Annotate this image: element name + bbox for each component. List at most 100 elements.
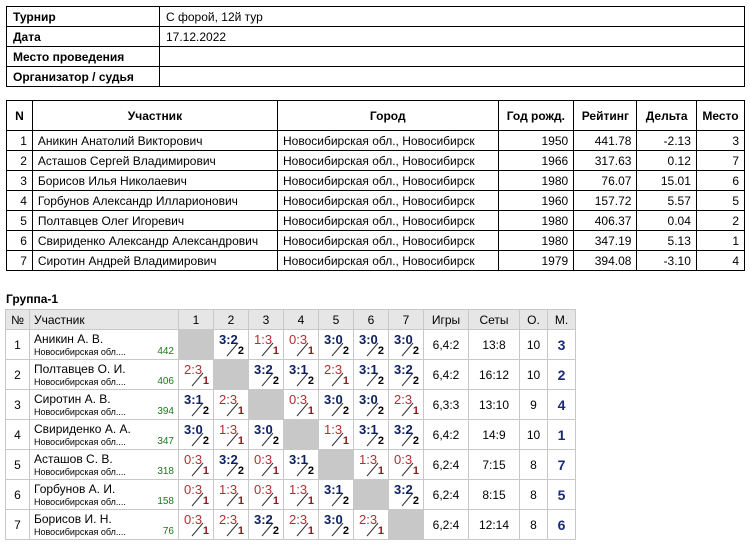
match-cell[interactable]: 0:3 1: [248, 479, 284, 510]
match-cell[interactable]: 0:3 1: [178, 479, 214, 510]
group-row: 5 Асташов С. В. Новосибирская обл.... 318 0:…: [5, 449, 576, 480]
group-header: Сеты: [468, 309, 520, 330]
match-points: 2: [377, 435, 384, 447]
participant-cell: Сиротин Андрей Владимирович: [31, 250, 278, 271]
match-points: 1: [412, 465, 419, 477]
match-cell[interactable]: 3:1 2: [178, 389, 214, 420]
group-header: 7: [388, 309, 424, 330]
match-score: 0:3: [254, 452, 273, 467]
match-cell[interactable]: 3:2 2: [213, 329, 249, 360]
info-key: Дата: [6, 26, 160, 47]
match-score: 3:1: [324, 482, 343, 497]
group-player: Сиротин А. В. Новосибирская обл.... 394: [29, 389, 179, 420]
match-score: 3:1: [359, 362, 378, 377]
group-title: Группа-1: [6, 292, 59, 306]
info-key: Место проведения: [6, 46, 160, 67]
match-score: 2:3: [394, 392, 413, 407]
sets-cell: 14:9: [468, 419, 520, 450]
match-cell[interactable]: 2:3 1: [353, 509, 389, 540]
match-cell[interactable]: 0:3 1: [178, 509, 214, 540]
diagonal-cell: [388, 509, 424, 540]
match-cell[interactable]: 3:2 2: [213, 449, 249, 480]
slash-divider: [261, 462, 274, 477]
match-cell[interactable]: 3:0 2: [178, 419, 214, 450]
match-score: 1:3: [289, 482, 308, 497]
sets-cell: 8:15: [468, 479, 520, 510]
match-cell[interactable]: 0:3 1: [388, 449, 424, 480]
participant-cell: 76.07: [573, 170, 638, 191]
match-cell[interactable]: 3:0 2: [353, 389, 389, 420]
match-cell[interactable]: 3:2 2: [248, 509, 284, 540]
match-cell[interactable]: 3:1 2: [283, 449, 319, 480]
match-cell[interactable]: 3:0 2: [318, 389, 354, 420]
points-cell: 9: [519, 389, 548, 420]
match-cell[interactable]: 3:2 2: [388, 419, 424, 450]
match-cell[interactable]: 3:0 2: [318, 329, 354, 360]
match-cell[interactable]: 1:3 1: [353, 449, 389, 480]
match-cell[interactable]: 3:0 2: [318, 509, 354, 540]
match-cell[interactable]: 2:3 1: [318, 359, 354, 390]
slash-divider: [331, 372, 344, 387]
group-player: Борисов И. Н. Новосибирская обл.... 76: [29, 509, 179, 540]
match-points: 1: [342, 435, 349, 447]
place-cell: 6: [547, 509, 576, 540]
diagonal-cell: [353, 479, 389, 510]
match-points: 2: [342, 525, 349, 537]
match-points: 2: [412, 435, 419, 447]
match-cell[interactable]: 3:0 2: [248, 419, 284, 450]
participant-cell: 7: [6, 250, 33, 271]
participant-row: 3 Борисов Илья Николаевич Новосибирская об…: [6, 170, 746, 191]
match-cell[interactable]: 0:3 1: [283, 329, 319, 360]
participants-header: Рейтинг: [573, 100, 638, 131]
match-cell[interactable]: 0:3 1: [178, 449, 214, 480]
participant-row: 4 Горбунов Александр Илларионович Новосиби…: [6, 190, 746, 211]
match-cell[interactable]: 2:3 1: [388, 389, 424, 420]
participant-cell: 1: [695, 230, 746, 251]
match-cell[interactable]: 1:3 1: [318, 419, 354, 450]
participant-row: 6 Свириденко Александр Александрович Новос…: [6, 230, 746, 251]
participant-cell: 0.04: [636, 210, 697, 231]
match-cell[interactable]: 2:3 1: [283, 509, 319, 540]
participant-cell: -2.13: [636, 130, 697, 151]
slash-divider: [401, 492, 414, 507]
match-cell[interactable]: 2:3 1: [213, 389, 249, 420]
info-row: Дата 17.12.2022: [6, 26, 745, 47]
place-cell: 7: [547, 449, 576, 480]
slash-divider: [331, 522, 344, 537]
player-city: Новосибирская обл....: [34, 347, 126, 357]
match-cell[interactable]: 3:0 2: [353, 329, 389, 360]
match-cell[interactable]: 0:3 1: [248, 449, 284, 480]
match-cell[interactable]: 2:3 1: [213, 509, 249, 540]
slash-divider: [366, 522, 379, 537]
match-cell[interactable]: 3:0 2: [388, 329, 424, 360]
player-name: Полтавцев О. И.: [34, 362, 126, 376]
group-player: Асташов С. В. Новосибирская обл.... 318: [29, 449, 179, 480]
match-cell[interactable]: 3:1 2: [353, 419, 389, 450]
match-cell[interactable]: 1:3 1: [213, 479, 249, 510]
match-cell[interactable]: 3:2 2: [388, 479, 424, 510]
match-cell[interactable]: 1:3 1: [283, 479, 319, 510]
match-points: 1: [237, 405, 244, 417]
match-cell[interactable]: 3:2 2: [248, 359, 284, 390]
match-cell[interactable]: 3:1 2: [283, 359, 319, 390]
slash-divider: [191, 432, 204, 447]
match-cell[interactable]: 2:3 1: [178, 359, 214, 390]
participant-cell: 5: [695, 190, 746, 211]
match-points: 2: [272, 525, 279, 537]
group-row-number: 3: [5, 389, 30, 420]
match-points: 2: [202, 435, 209, 447]
match-cell[interactable]: 3:1 2: [353, 359, 389, 390]
match-score: 3:2: [219, 452, 238, 467]
slash-divider: [296, 462, 309, 477]
participant-cell: 5: [6, 210, 33, 231]
match-points: 2: [377, 375, 384, 387]
group-header: 4: [283, 309, 319, 330]
match-cell[interactable]: 3:2 2: [388, 359, 424, 390]
match-cell[interactable]: 3:1 2: [318, 479, 354, 510]
group-header: 2: [213, 309, 249, 330]
match-cell[interactable]: 1:3 1: [248, 329, 284, 360]
match-cell[interactable]: 0:3 1: [283, 389, 319, 420]
match-cell[interactable]: 1:3 1: [213, 419, 249, 450]
match-points: 2: [272, 435, 279, 447]
place-cell: 1: [547, 419, 576, 450]
